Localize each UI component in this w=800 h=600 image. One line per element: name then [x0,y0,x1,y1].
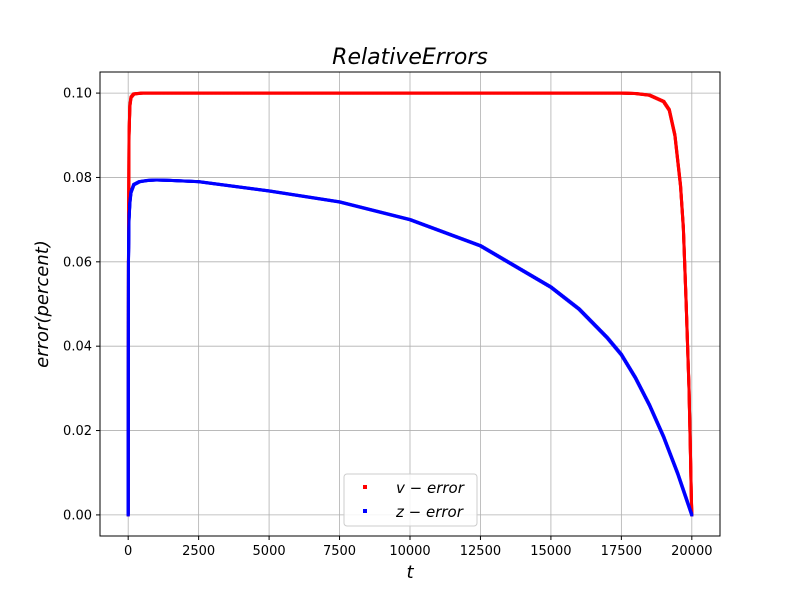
y-tick-label: 0.04 [63,340,92,355]
y-tick-label: 0.08 [63,171,92,186]
series-zerror [126,178,694,517]
x-tick-label: 7500 [323,544,356,559]
y-tick-label: 0.06 [63,255,92,270]
y-tick-label: 0.00 [63,508,92,523]
legend: v − error z − error [343,473,478,527]
y-tick-label: 0.02 [63,424,92,439]
y-axis-label: error(percent) [32,240,53,368]
data-point [690,513,694,517]
y-tick-label: 0.10 [63,87,92,102]
legend-marker-z-error [363,509,367,513]
x-tick-label: 12500 [460,544,501,559]
x-tick-label: 10000 [389,544,430,559]
x-tick-label: 2500 [182,544,215,559]
plot-series [126,91,694,517]
legend-label-z-error: z − error [395,503,464,521]
legend-label-v-error: v − error [396,479,465,497]
legend-box [343,473,478,527]
x-axis-ticks: 0 2500 5000 7500 10000 12500 15000 17500 20000 [124,536,712,559]
x-tick-label: 20000 [671,544,712,559]
x-tick-label: 5000 [253,544,286,559]
y-axis-ticks: 0.00 0.02 0.04 0.06 0.08 0.10 [63,87,100,523]
grid-lines [100,72,720,536]
legend-marker-v-error [363,485,367,489]
x-axis-label: t [406,562,414,583]
x-tick-label: 15000 [530,544,571,559]
x-tick-label: 0 [124,544,132,559]
chart-title: RelativeErrors [332,45,488,70]
x-tick-label: 17500 [601,544,642,559]
